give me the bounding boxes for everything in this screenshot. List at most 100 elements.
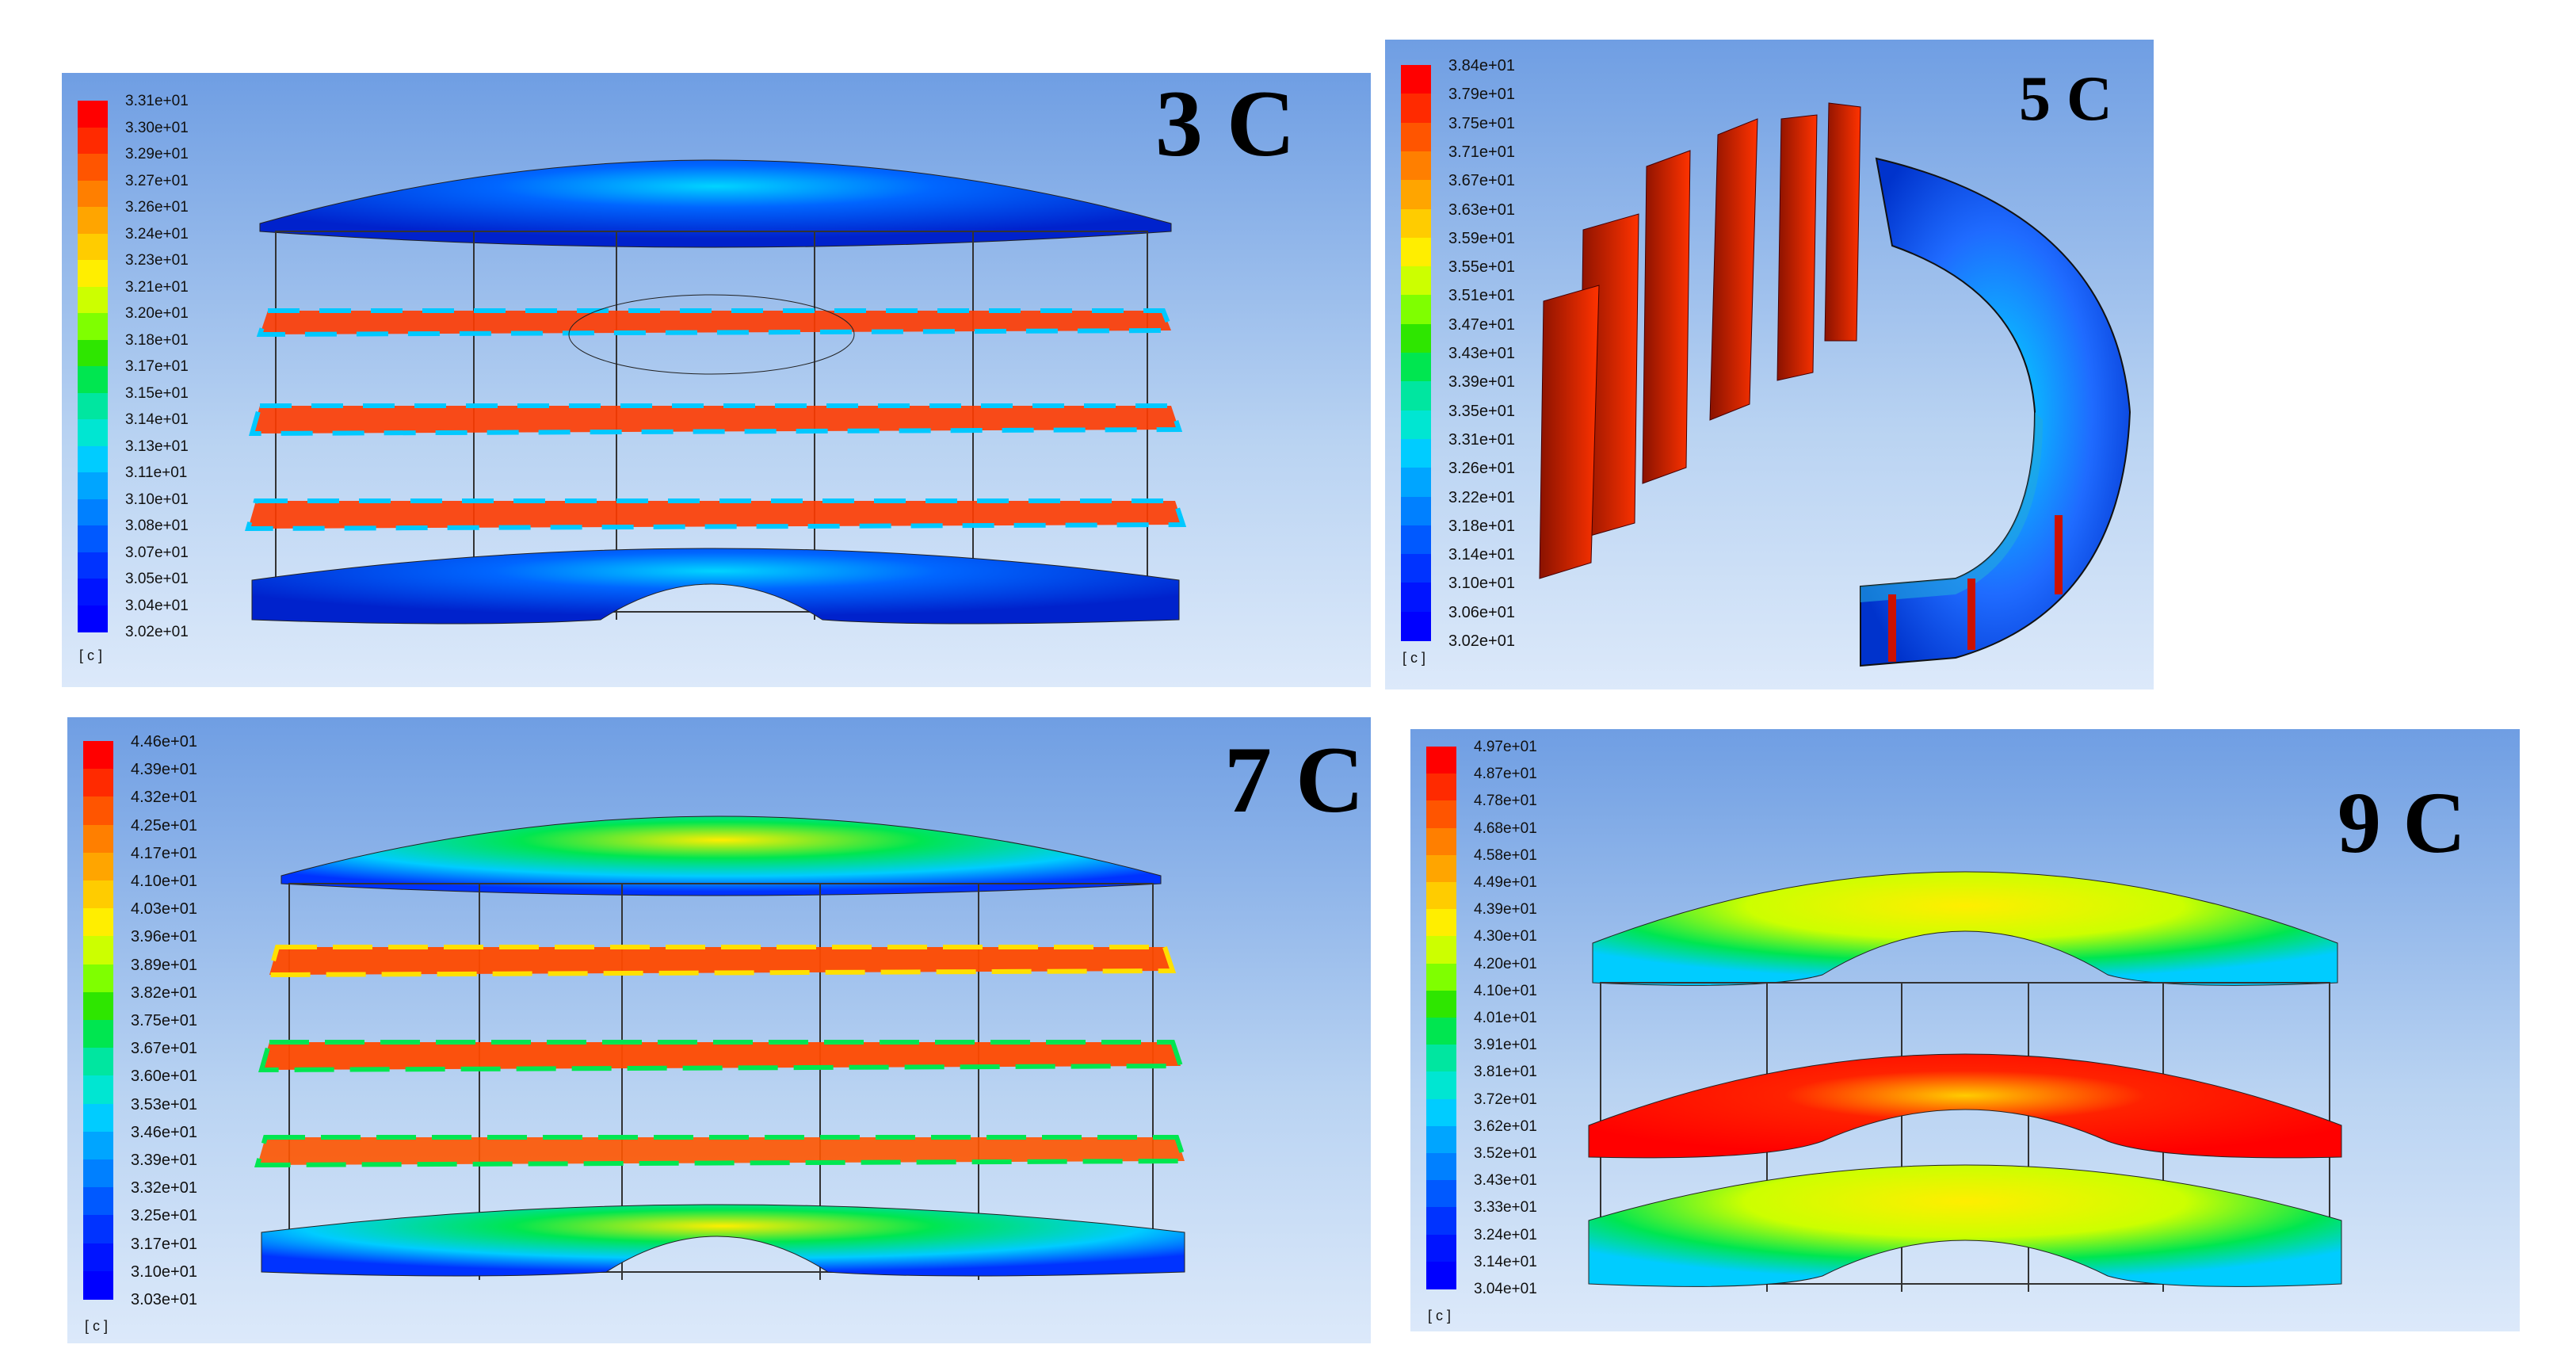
legend-tick-label: 3.21e+01 (125, 278, 189, 296)
legend-tick-label: 3.67e+01 (1448, 172, 1515, 190)
legend-tick-label: 3.67e+01 (131, 1040, 197, 1058)
legend-tick-label: 3.31e+01 (1448, 430, 1515, 449)
temperature-contour-render (254, 816, 1189, 1280)
legend-tick-label: 3.07e+01 (125, 544, 189, 561)
legend-tick-label: 4.78e+01 (1474, 793, 1537, 810)
legend-unit-label: [ c ] (79, 647, 103, 663)
legend-tick-label: 3.17e+01 (125, 358, 189, 375)
legend-color-swatch (78, 498, 108, 526)
legend-tick-label: 3.11e+01 (125, 464, 188, 481)
legend-color-swatch (78, 605, 108, 632)
legend-color-swatch (1426, 990, 1456, 1018)
legend-color-swatch (1401, 266, 1431, 296)
legend-tick-label: 4.30e+01 (1474, 928, 1537, 945)
panel-title: 7 C (1224, 727, 1364, 832)
legend-tick-label: 3.15e+01 (125, 384, 189, 402)
legend-tick-label: 3.75e+01 (1448, 114, 1515, 132)
legend-color-swatch (1426, 1071, 1456, 1100)
legend-color-swatch (78, 472, 108, 500)
legend-tick-label: 3.32e+01 (131, 1179, 197, 1197)
legend-color-swatch (83, 964, 113, 993)
legend-tick-label: 4.87e+01 (1474, 766, 1537, 783)
legend-color-swatch (83, 1243, 113, 1272)
legend-tick-label: 4.97e+01 (1474, 739, 1537, 755)
legend-tick-label: 3.17e+01 (131, 1235, 197, 1253)
legend-color-swatch (1401, 180, 1431, 210)
color-legend: 3.84e+01 3.79e+01 3.75e+01 3.71e+01 3.67e+01… (1401, 57, 1607, 667)
legend-color-swatch (1401, 468, 1431, 498)
legend-color-swatch (1401, 496, 1431, 526)
legend-tick-label: 3.60e+01 (131, 1068, 197, 1086)
legend-tick-label: 3.06e+01 (1448, 603, 1515, 621)
panel-3c: 3.31e+01 3.30e+01 3.29e+01 3.27e+01 3.26e+01… (62, 73, 1371, 687)
legend-color-swatch (83, 1187, 113, 1217)
legend-color-swatch (78, 101, 108, 128)
legend-tick-label: 3.13e+01 (125, 437, 189, 455)
legend-color-swatch (83, 1075, 113, 1105)
legend-color-swatch (78, 154, 108, 181)
legend-color-swatch (78, 339, 108, 367)
legend-tick-label: 3.27e+01 (125, 172, 189, 189)
legend-tick-label: 3.39e+01 (1448, 373, 1515, 392)
legend-color-swatch (1426, 1018, 1456, 1046)
legend-tick-label: 4.46e+01 (131, 733, 197, 751)
legend-tick-label: 3.51e+01 (1448, 287, 1515, 305)
legend-color-swatch (1426, 800, 1456, 829)
legend-color-swatch (1426, 882, 1456, 911)
panel-title: 9 C (2337, 774, 2466, 871)
legend-color-swatch (1426, 747, 1456, 775)
legend-color-swatch (83, 769, 113, 798)
legend-tick-label: 3.24e+01 (125, 225, 189, 243)
legend-tick-label: 3.39e+01 (131, 1152, 197, 1169)
legend-color-swatch (83, 908, 113, 938)
legend-color-swatch (1426, 1125, 1456, 1154)
legend-color-swatch (78, 366, 108, 394)
legend-color-swatch (1401, 438, 1431, 469)
legend-tick-label: 3.71e+01 (1448, 143, 1515, 161)
legend-tick-label: 3.10e+01 (1448, 575, 1515, 593)
legend-color-swatch (78, 392, 108, 420)
legend-tick-label: 3.24e+01 (1474, 1226, 1537, 1243)
legend-tick-label: 3.43e+01 (1474, 1172, 1537, 1190)
legend-color-swatch (83, 880, 113, 910)
temperature-contour-render (1588, 871, 2342, 1292)
legend-tick-label: 3.47e+01 (1448, 315, 1515, 334)
legend-tick-label: 3.62e+01 (1474, 1117, 1537, 1135)
legend-color-swatch (83, 1215, 113, 1244)
legend-tick-label: 3.29e+01 (125, 146, 189, 162)
legend-tick-label: 4.39e+01 (1474, 901, 1537, 919)
legend-tick-label: 3.91e+01 (1474, 1037, 1537, 1054)
legend-tick-label: 3.02e+01 (1448, 632, 1515, 650)
legend-tick-label: 3.46e+01 (131, 1123, 197, 1141)
legend-tick-label: 3.72e+01 (1474, 1091, 1537, 1108)
legend-color-swatch (1401, 611, 1431, 641)
legend-tick-label: 3.08e+01 (125, 518, 189, 534)
legend-color-swatch (83, 991, 113, 1021)
legend-tick-label: 3.35e+01 (1448, 402, 1515, 420)
legend-color-swatch (83, 741, 113, 770)
panel-9c: 4.97e+01 4.87e+01 4.78e+01 4.68e+01 4.58e+01… (1410, 729, 2520, 1331)
legend-tick-label: 4.58e+01 (1474, 846, 1537, 864)
legend-tick-label: 3.14e+01 (1474, 1253, 1537, 1270)
legend-color-swatch (78, 127, 108, 155)
legend-tick-label: 4.25e+01 (131, 816, 197, 835)
panel-7c: 4.46e+01 4.39e+01 4.32e+01 4.25e+01 4.17e+01… (67, 717, 1371, 1343)
legend-tick-label: 3.18e+01 (125, 331, 189, 349)
legend-tick-label: 3.33e+01 (1474, 1199, 1537, 1217)
legend-tick-label: 4.20e+01 (1474, 955, 1537, 972)
legend-color-swatch (1426, 1207, 1456, 1236)
legend-color-swatch (1426, 827, 1456, 856)
legend-tick-label: 3.30e+01 (125, 119, 189, 136)
legend-color-swatch (83, 1048, 113, 1077)
legend-color-swatch (1426, 1180, 1456, 1209)
legend-tick-label: 3.04e+01 (1474, 1281, 1537, 1297)
legend-color-swatch (78, 180, 108, 208)
legend-color-swatch (78, 233, 108, 261)
legend-color-swatch (1401, 94, 1431, 124)
legend-color-swatch (1401, 381, 1431, 411)
legend-tick-label: 3.10e+01 (131, 1262, 197, 1281)
legend-color-swatch (1401, 65, 1431, 95)
legend-tick-label: 4.68e+01 (1474, 819, 1537, 837)
color-legend: 4.97e+01 4.87e+01 4.78e+01 4.68e+01 4.58e+01… (1426, 739, 1632, 1325)
legend-tick-label: 3.84e+01 (1448, 57, 1515, 74)
